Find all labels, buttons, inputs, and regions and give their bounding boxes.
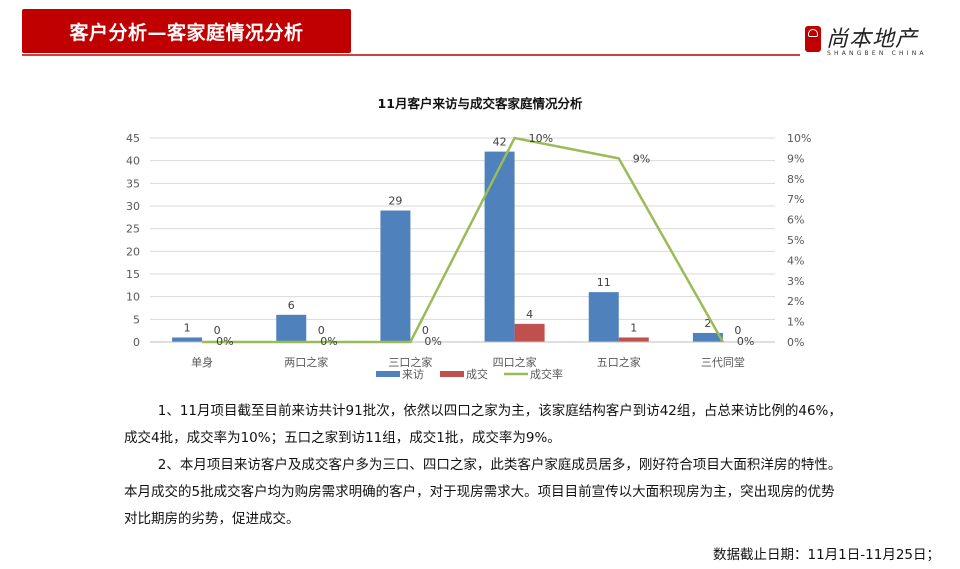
y-axis-tick: 45	[126, 132, 140, 145]
close-rate-label: 0%	[424, 335, 441, 348]
visits-bar	[484, 151, 515, 342]
deals-bar-label: 1	[630, 321, 637, 334]
close-rate-label: 10%	[529, 132, 553, 145]
deals-bar-label: 0	[734, 324, 741, 337]
legend-label: 来访	[402, 368, 424, 381]
deals-bar-label: 0	[214, 324, 221, 337]
x-axis-category: 单身	[191, 355, 213, 369]
close-rate-line	[202, 136, 725, 344]
logo-name-cn: 尚本地产	[826, 27, 919, 52]
visits-bar	[276, 314, 307, 342]
y2-axis-tick: 2%	[787, 295, 804, 308]
y2-axis-tick: 5%	[787, 234, 804, 247]
y-axis-tick: 40	[126, 155, 140, 168]
combo-chart: 0510152025303540450%1%2%3%4%5%6%7%8%9%10…	[126, 132, 811, 381]
y-axis-tick: 20	[126, 245, 140, 258]
visits-bar	[588, 292, 619, 342]
y2-axis-tick: 1%	[787, 316, 804, 329]
close-rate-label: 9%	[633, 152, 650, 165]
analysis-paragraph-2: 2、本月项目来访客户及成交客户多为三口、四口之家，此类客户家庭成员居多，刚好符合…	[124, 457, 842, 527]
analysis-paragraph-1: 1、11月项目截至目前来访共计91批次，依然以四口之家为主，该家庭结构客户到访4…	[124, 403, 842, 446]
y2-axis-tick: 7%	[787, 193, 804, 206]
y2-axis-tick: 4%	[787, 254, 804, 267]
y2-axis-tick: 6%	[787, 214, 804, 227]
deals-bar	[618, 337, 649, 342]
x-axis-category: 两口之家	[284, 355, 328, 369]
deals-bar-label: 0	[422, 324, 429, 337]
visits-bar	[692, 332, 723, 342]
legend-swatch-icon	[440, 371, 464, 377]
deals-bar-label: 0	[318, 324, 325, 337]
y-axis-tick: 35	[126, 177, 140, 190]
title-divider	[22, 54, 800, 56]
legend-label: 成交	[466, 367, 488, 381]
visits-bar-label: 6	[288, 299, 295, 312]
visits-bar	[380, 210, 411, 342]
y2-axis-tick: 10%	[787, 132, 811, 145]
logo-name-en: SHANGBEN CHINA	[827, 50, 927, 57]
visits-bar-label: 1	[184, 321, 191, 334]
y2-axis-tick: 0%	[787, 336, 804, 349]
visits-bar-label: 11	[597, 276, 611, 289]
deals-bar	[514, 323, 545, 342]
close-rate-label: 0%	[320, 335, 337, 348]
y2-axis-tick: 8%	[787, 173, 804, 186]
y-axis-tick: 5	[133, 313, 140, 326]
close-rate-label: 0%	[737, 335, 754, 348]
chart-title: 11月客户来访与成交客家庭情况分析	[377, 96, 583, 111]
legend-label: 成交率	[530, 367, 563, 381]
logo-badge-icon	[805, 26, 821, 52]
company-logo: 尚本地产 SHANGBEN CHINA	[805, 22, 935, 58]
visits-bar-label: 2	[704, 317, 711, 330]
x-axis-category: 三口之家	[388, 355, 432, 369]
legend-swatch-icon	[376, 371, 400, 377]
y2-axis-tick: 3%	[787, 275, 804, 288]
y-axis-tick: 15	[126, 268, 140, 281]
visits-bar-label: 29	[388, 195, 402, 208]
y-axis-tick: 25	[126, 223, 140, 236]
slide-title: 客户分析—客家庭情况分析	[69, 21, 304, 44]
y-axis-tick: 0	[133, 336, 140, 349]
y2-axis-tick: 9%	[787, 152, 804, 165]
deals-bar-label: 4	[526, 308, 533, 321]
visits-bar-label: 42	[493, 136, 507, 149]
y-axis-tick: 10	[126, 291, 140, 304]
x-axis-category: 三代同堂	[701, 356, 745, 369]
x-axis-category: 四口之家	[493, 355, 537, 369]
slide-title-bar: 客户分析—客家庭情况分析	[22, 9, 351, 53]
visits-bar	[172, 337, 203, 342]
data-cutoff-note: 数据截止日期：11月1日-11月25日；	[713, 547, 940, 563]
close-rate-label: 0%	[216, 335, 233, 348]
y-axis-tick: 30	[126, 200, 140, 213]
x-axis-category: 五口之家	[597, 355, 641, 369]
